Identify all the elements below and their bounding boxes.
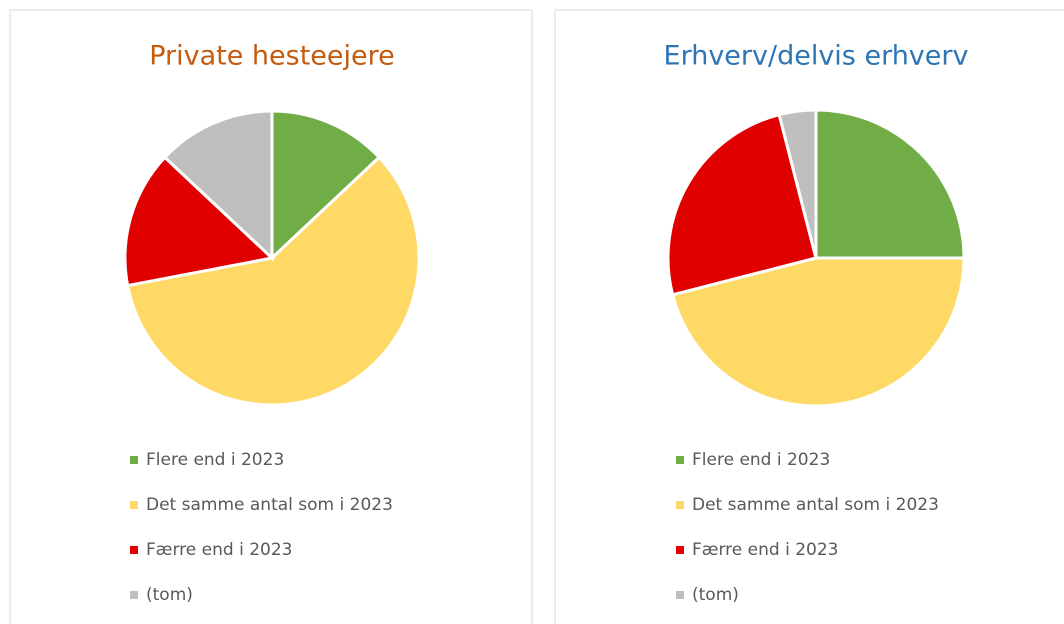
legend-marker — [130, 546, 138, 554]
chart-title: Private hesteejere — [149, 41, 395, 72]
legend-marker — [676, 456, 684, 464]
chart-title: Erhverv/delvis erhverv — [664, 41, 969, 72]
legend-label: (tom) — [692, 585, 739, 605]
pie-slice — [814, 108, 966, 260]
pie-slice — [777, 108, 818, 259]
pie-slice — [270, 109, 382, 262]
legend-marker — [676, 546, 684, 554]
legend-label: Færre end i 2023 — [692, 540, 838, 560]
legend-marker — [130, 591, 138, 599]
legend-marker — [130, 456, 138, 464]
legend-label: (tom) — [146, 585, 193, 605]
legend-marker — [676, 591, 684, 599]
legend-label: Flere end i 2023 — [692, 450, 830, 470]
pie-slice — [162, 109, 274, 262]
legend-label: Færre end i 2023 — [146, 540, 292, 560]
pie-slice — [670, 256, 966, 408]
legend-label: Flere end i 2023 — [146, 450, 284, 470]
legend-label: Det samme antal som i 2023 — [146, 495, 393, 515]
pie-slice — [125, 155, 421, 407]
legend-marker — [676, 501, 684, 509]
legend-marker — [130, 501, 138, 509]
legend-label: Det samme antal som i 2023 — [692, 495, 939, 515]
pie-slice — [666, 112, 818, 297]
pie-slice — [123, 155, 276, 288]
